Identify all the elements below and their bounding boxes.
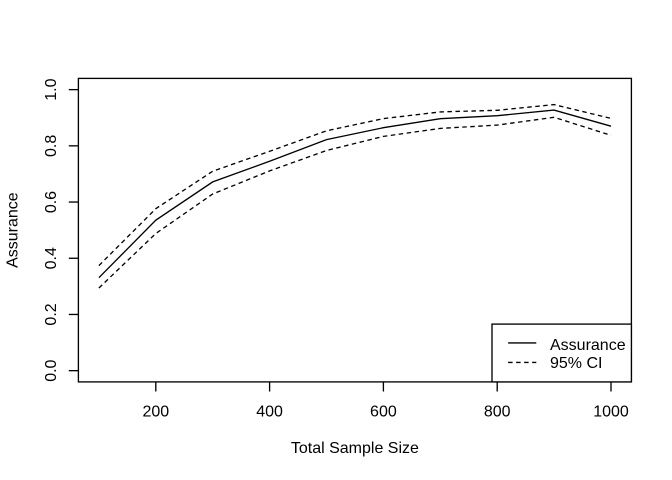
svg-text:Assurance: Assurance <box>5 192 22 268</box>
svg-text:0.0: 0.0 <box>43 359 60 381</box>
svg-text:0.2: 0.2 <box>43 303 60 325</box>
svg-text:400: 400 <box>256 404 283 421</box>
svg-text:0.4: 0.4 <box>43 247 60 269</box>
svg-text:Assurance: Assurance <box>550 337 626 354</box>
svg-text:Total Sample Size: Total Sample Size <box>291 440 419 457</box>
svg-text:0.8: 0.8 <box>43 135 60 157</box>
svg-text:0.6: 0.6 <box>43 191 60 213</box>
svg-text:1.0: 1.0 <box>43 78 60 100</box>
svg-text:600: 600 <box>370 404 397 421</box>
svg-text:800: 800 <box>484 404 511 421</box>
svg-text:200: 200 <box>142 404 169 421</box>
svg-text:1000: 1000 <box>593 404 629 421</box>
svg-text:95% CI: 95% CI <box>550 355 602 372</box>
